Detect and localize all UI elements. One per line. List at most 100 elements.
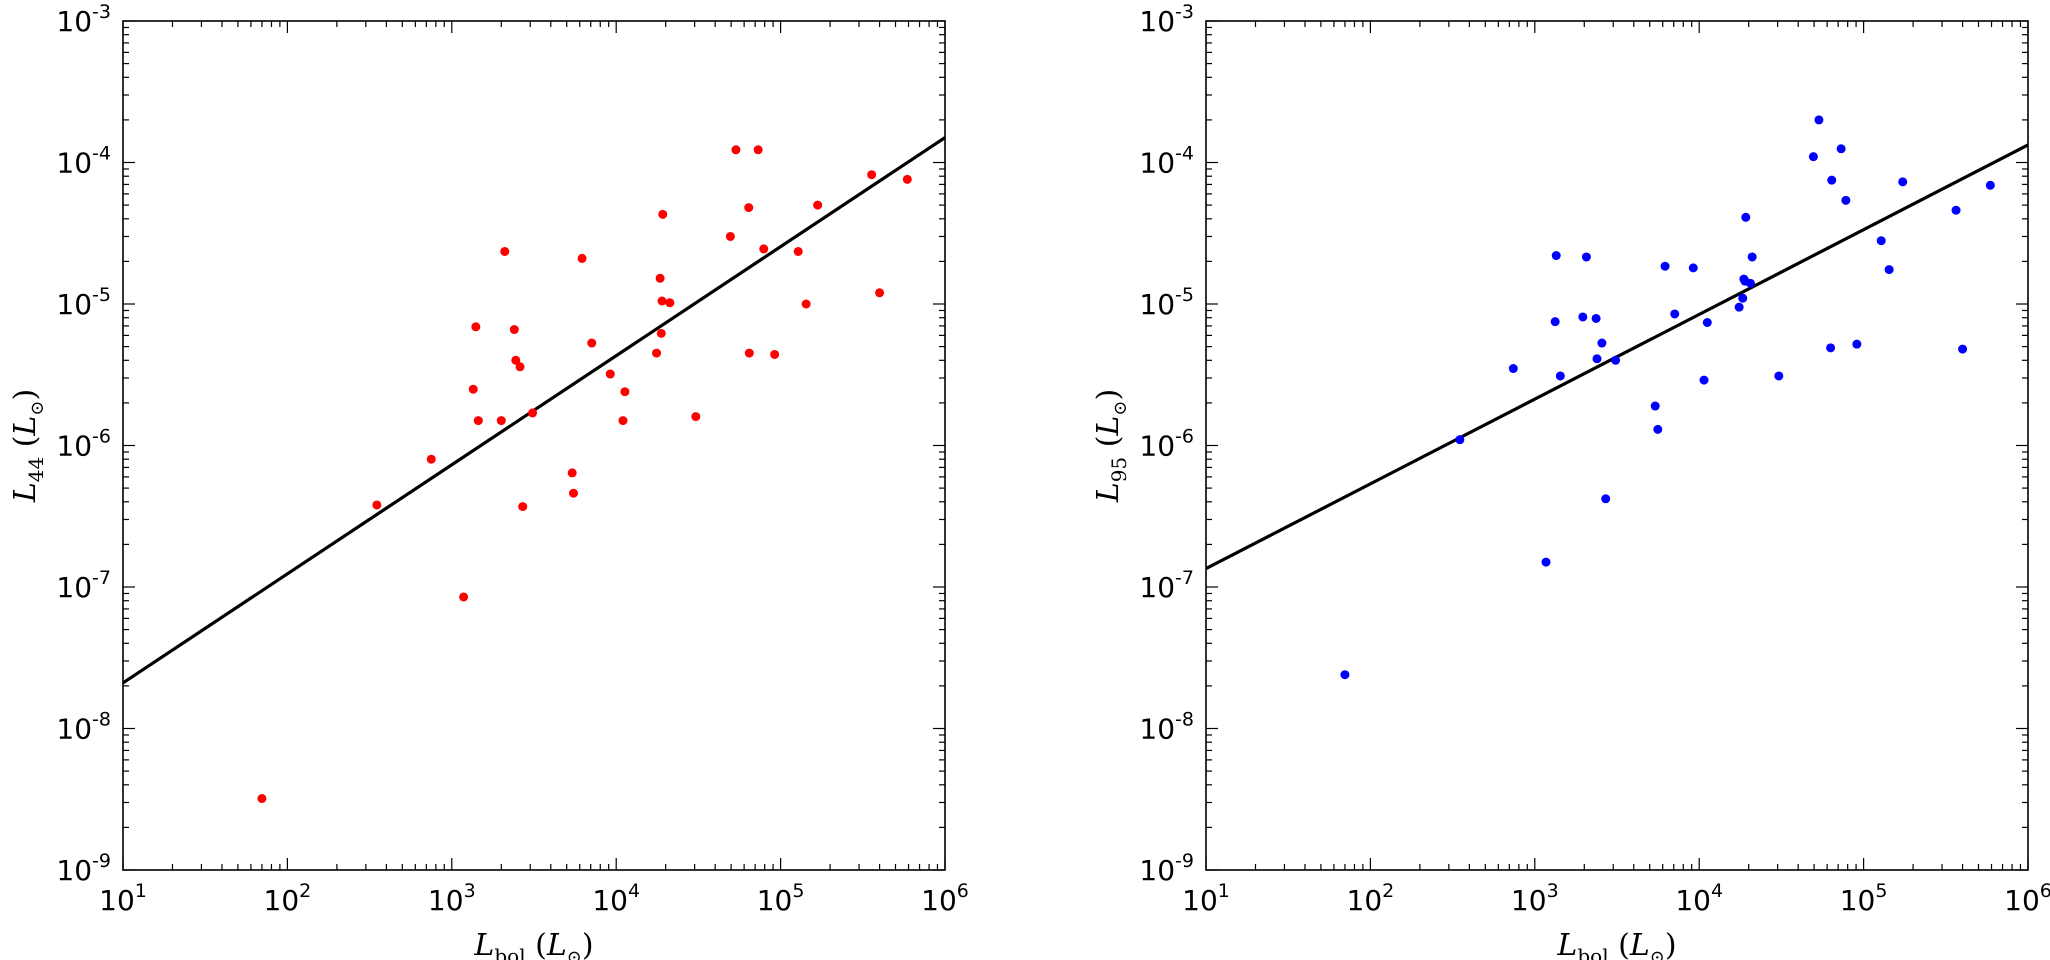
- data-point: [471, 322, 481, 332]
- y-tick-label: 10-6: [56, 426, 111, 463]
- x-tick-label: 102: [264, 880, 312, 917]
- data-point: [577, 253, 587, 263]
- data-point: [744, 203, 754, 213]
- data-point: [1555, 371, 1565, 381]
- data-point: [1550, 317, 1560, 327]
- data-point: [753, 145, 763, 155]
- data-point: [509, 325, 519, 335]
- axes-frame: [122, 20, 946, 871]
- y-tick-label: 10-6: [1139, 426, 1194, 463]
- data-point: [1578, 312, 1588, 322]
- data-point: [515, 362, 525, 372]
- data-point: [875, 288, 885, 298]
- x-tick-label: 105: [1840, 880, 1888, 917]
- data-point: [1826, 343, 1836, 353]
- data-point: [665, 298, 675, 308]
- x-tick-label: 105: [757, 880, 805, 917]
- y-tick-label: 10-7: [1139, 567, 1194, 604]
- data-point: [656, 328, 666, 338]
- y-tick-label: 10-3: [56, 1, 111, 38]
- data-point: [1747, 252, 1757, 262]
- data-point: [1653, 424, 1663, 434]
- y-axis-label: L44 (L⊙): [8, 389, 48, 503]
- data-point: [902, 174, 912, 184]
- left-scatter-panel: 101 102 103 104 105 106 10-9 10-8 10-7 10-6 10-5 10…: [8, 1, 969, 960]
- data-point: [1738, 293, 1748, 303]
- data-point: [1581, 252, 1591, 262]
- x-axis-label: Lbol (L⊙): [473, 928, 593, 960]
- data-point: [587, 338, 597, 348]
- x-tick-label: 101: [99, 880, 147, 917]
- data-point: [620, 387, 630, 397]
- data-point: [1836, 144, 1846, 154]
- data-point: [731, 145, 741, 155]
- y-tick-label: 10-4: [1139, 143, 1194, 180]
- data-point: [691, 412, 701, 422]
- right-scatter-panel: 101 102 103 104 105 106 10-9 10-8 10-7 10-6 10-5 10…: [1091, 1, 2050, 960]
- data-point: [1951, 205, 1961, 215]
- data-point: [1841, 195, 1851, 205]
- y-tick-label: 10-8: [56, 709, 111, 746]
- data-point: [605, 369, 615, 379]
- x-tick-label: 102: [1347, 880, 1395, 917]
- y-tick-label: 10-7: [56, 567, 111, 604]
- plot-area: [123, 136, 945, 804]
- data-point: [801, 299, 811, 309]
- data-point: [1808, 152, 1818, 162]
- x-tick-label: 103: [1511, 880, 1559, 917]
- data-point: [1660, 261, 1670, 271]
- x-tick-label: 104: [1675, 880, 1723, 917]
- data-point: [657, 296, 667, 306]
- data-point: [867, 170, 877, 180]
- data-point: [569, 488, 579, 498]
- axes-frame: [1205, 20, 2029, 871]
- data-point: [1898, 177, 1908, 187]
- data-point: [1611, 355, 1621, 365]
- data-point: [459, 592, 469, 602]
- data-point: [1455, 435, 1465, 445]
- data-point: [1699, 375, 1709, 385]
- data-point: [1688, 263, 1698, 273]
- data-point: [468, 384, 478, 394]
- y-tick-label: 10-5: [1139, 284, 1194, 321]
- data-point: [725, 231, 735, 241]
- data-point: [496, 416, 506, 426]
- x-tick-label: 106: [921, 880, 969, 917]
- y-tick-label: 10-9: [56, 850, 111, 887]
- plot-area: [1206, 115, 2028, 680]
- data-point: [500, 246, 510, 256]
- y-tick-label: 10-9: [1139, 850, 1194, 887]
- y-tick-label: 10-3: [1139, 1, 1194, 38]
- x-tick-label: 104: [592, 880, 640, 917]
- data-point: [511, 355, 521, 365]
- data-point: [618, 416, 628, 426]
- data-point: [1985, 180, 1995, 190]
- data-point: [793, 246, 803, 256]
- x-axis-label: Lbol (L⊙): [1556, 928, 1676, 960]
- data-point: [1884, 265, 1894, 275]
- y-tick-label: 10-5: [56, 284, 111, 321]
- data-point: [257, 794, 267, 804]
- x-tick-label: 106: [2004, 880, 2050, 917]
- data-point: [1702, 318, 1712, 328]
- data-point: [473, 416, 483, 426]
- data-point: [1814, 115, 1824, 125]
- data-point: [1508, 364, 1518, 374]
- data-point: [518, 502, 528, 512]
- data-point: [1592, 354, 1602, 364]
- data-point: [426, 454, 436, 464]
- data-point: [1734, 302, 1744, 312]
- data-point: [1597, 338, 1607, 348]
- data-point: [1650, 401, 1660, 411]
- data-point: [770, 349, 780, 359]
- data-point: [1541, 557, 1551, 567]
- data-point: [1591, 313, 1601, 323]
- data-point: [528, 408, 538, 418]
- data-point: [1958, 344, 1968, 354]
- data-point: [1551, 251, 1561, 261]
- x-tick-label: 101: [1182, 880, 1230, 917]
- y-tick-label: 10-8: [1139, 709, 1194, 746]
- data-point: [1852, 339, 1862, 349]
- data-point: [1670, 309, 1680, 319]
